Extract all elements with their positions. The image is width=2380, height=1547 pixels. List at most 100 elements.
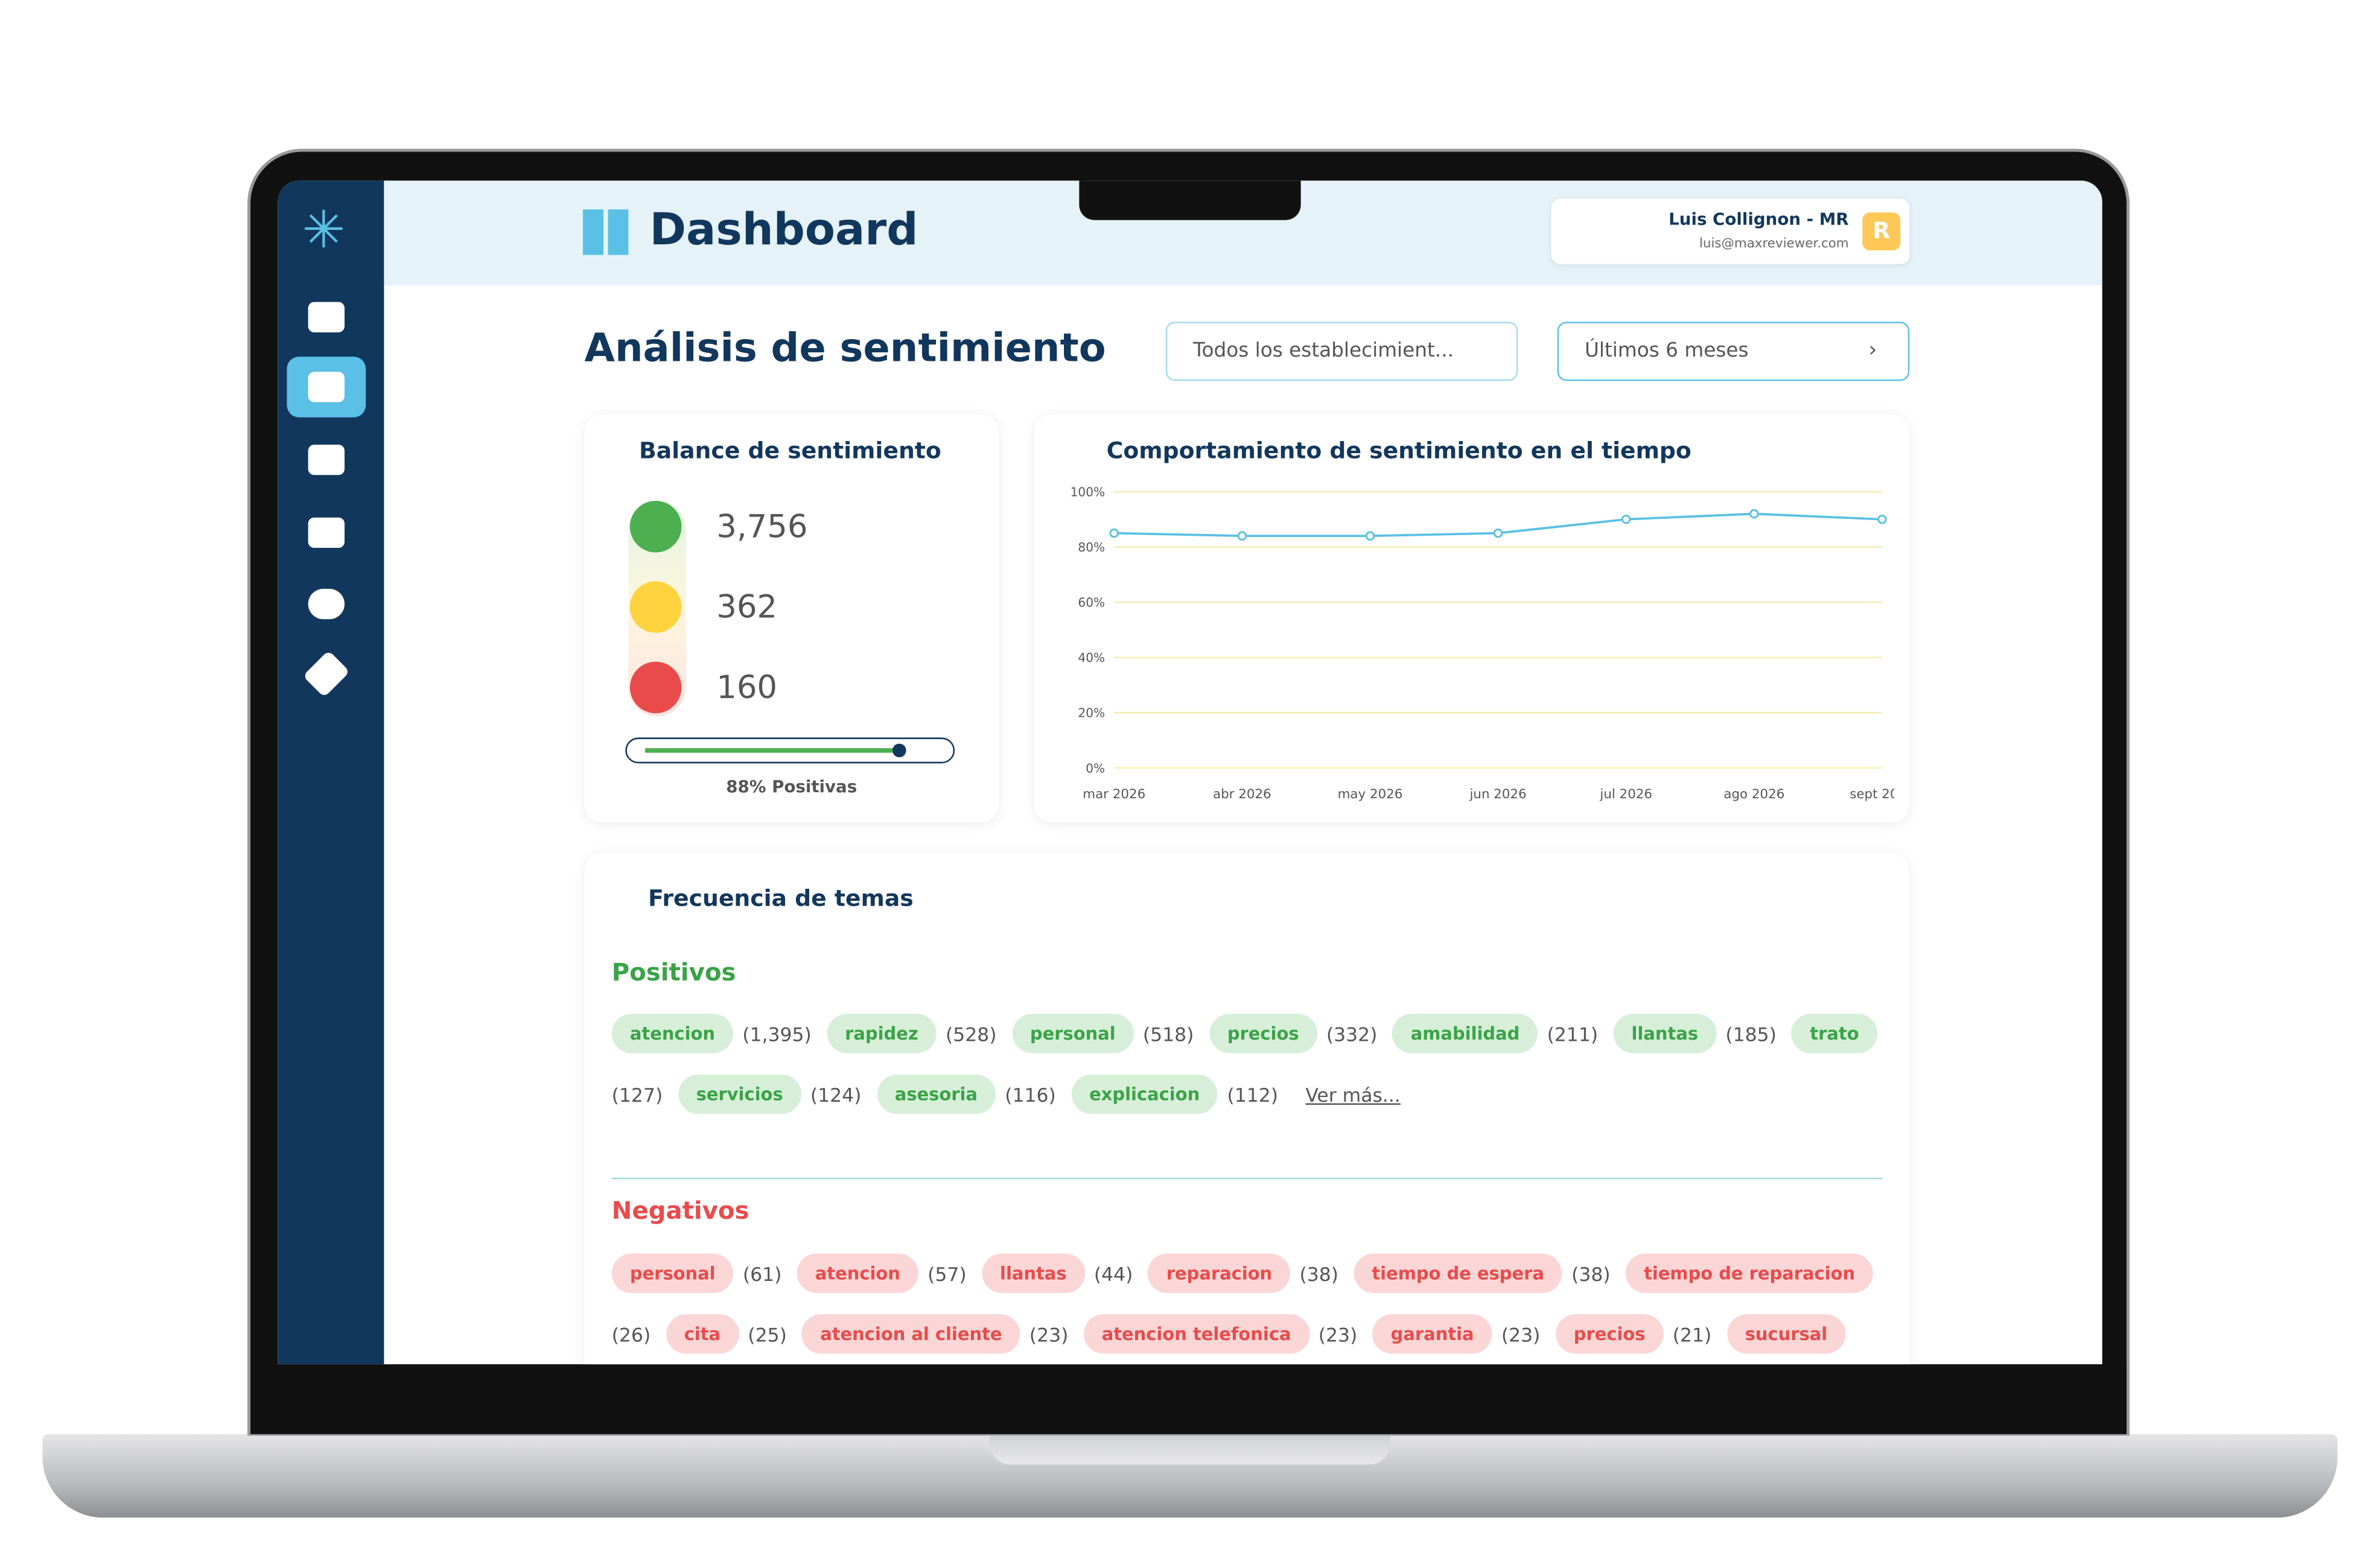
topic-tag[interactable]: precios — [1555, 1314, 1664, 1354]
topic-count: (528) — [945, 1022, 997, 1045]
share-fill — [645, 748, 899, 753]
chart-title: Comportamiento de sentimiento en el tiem… — [1106, 437, 1691, 465]
divider — [611, 1177, 1882, 1180]
topics-title: Frecuencia de temas — [648, 885, 914, 912]
page-title: Análisis de sentimiento — [584, 326, 1106, 372]
dashboard-icon — [582, 209, 629, 255]
topic-count: (38) — [1571, 1262, 1611, 1285]
y-tick-label: 0% — [1086, 761, 1105, 775]
topic-tag[interactable]: trato — [1792, 1014, 1877, 1053]
y-tick-label: 80% — [1078, 540, 1105, 554]
topic-tag[interactable]: atencion — [797, 1253, 919, 1294]
topic-count: (1,395) — [742, 1022, 812, 1045]
topic-tag[interactable]: asesoria — [876, 1074, 996, 1114]
user-name: Luis Collignon - MR — [1669, 209, 1849, 229]
chart-card — [1033, 414, 1910, 823]
topic-count: (44) — [1093, 1262, 1133, 1285]
topic-count: (23) — [1318, 1323, 1358, 1345]
topic-count: (112) — [1227, 1082, 1279, 1106]
chevron: › — [1868, 338, 1877, 363]
user-email: luis@maxreviewer.com — [1699, 237, 1849, 252]
line-chart: 0% 20% 40% 60% 80% 100% mar 2026 abr 2026 may 20… — [1071, 485, 1894, 802]
avatar: R — [1862, 212, 1901, 251]
dashboard-icon[interactable] — [308, 372, 345, 402]
topic-tag[interactable]: llantas — [981, 1253, 1085, 1294]
bezel-bottom — [250, 1364, 2127, 1434]
positive-tags: atencion (1,395) rapidez (528) personal (518)… — [611, 1014, 1894, 1114]
topic-count: (23) — [1029, 1323, 1069, 1345]
topic-count: (38) — [1299, 1262, 1339, 1285]
topic-count: (26) — [611, 1323, 651, 1345]
share-knob — [892, 743, 906, 758]
topic-tag[interactable]: personal — [1011, 1014, 1134, 1053]
point — [1365, 531, 1375, 541]
topic-tag[interactable]: cita — [666, 1314, 739, 1354]
topic-count: (127) — [611, 1082, 663, 1106]
x-tick-label: jun 2026 — [1469, 787, 1526, 802]
positive-title: Positivos — [611, 958, 736, 986]
topic-tag[interactable]: personal — [611, 1253, 734, 1294]
topic-tag[interactable]: llantas — [1613, 1014, 1717, 1053]
establishment-filter[interactable]: Todos los establecimient... — [1165, 322, 1518, 381]
topic-tag[interactable]: amabilidad — [1392, 1014, 1538, 1053]
header-title: Dashboard — [649, 203, 918, 255]
x-tick-label: sept 2026 — [1850, 787, 1894, 802]
point — [1109, 528, 1119, 538]
topic-tag[interactable]: explicacion — [1071, 1074, 1218, 1114]
topic-tag[interactable]: sucursal — [1726, 1314, 1846, 1354]
camera-notch — [1079, 180, 1301, 220]
point — [1493, 528, 1503, 538]
topic-count: (57) — [928, 1262, 967, 1285]
topic-tag[interactable]: rapidez — [826, 1014, 937, 1053]
point — [1749, 509, 1759, 519]
positive-face — [629, 501, 682, 553]
topic-count: (211) — [1547, 1022, 1599, 1045]
x-tick-label: mar 2026 — [1083, 787, 1145, 802]
negative-tags: personal (61) atencion (57) llantas (44) repar… — [611, 1253, 1894, 1398]
y-tick-label: 60% — [1078, 596, 1105, 610]
see-more-link[interactable]: Ver más... — [1305, 1082, 1401, 1106]
topic-tag[interactable]: tiempo de espera — [1354, 1253, 1563, 1294]
y-tick-label: 20% — [1078, 706, 1105, 720]
ranking-icon[interactable] — [308, 517, 345, 548]
neutral-face — [629, 581, 682, 633]
topic-tag[interactable]: garantia — [1372, 1314, 1492, 1354]
topic-count: (185) — [1725, 1022, 1777, 1045]
topic-tag[interactable]: atencion — [611, 1014, 734, 1053]
link-icon[interactable] — [308, 588, 345, 620]
topic-count: (61) — [742, 1262, 782, 1285]
topic-tag[interactable]: reparacion — [1148, 1253, 1291, 1294]
topic-tag[interactable]: atencion al cliente — [802, 1314, 1020, 1354]
topic-tag[interactable]: atencion telefonica — [1083, 1314, 1309, 1354]
topic-count: (518) — [1142, 1022, 1194, 1045]
topic-count: (25) — [748, 1323, 787, 1345]
negative-title: Negativos — [611, 1196, 749, 1225]
x-tick-label: jul 2026 — [1599, 787, 1652, 802]
point — [1877, 514, 1887, 524]
topic-tag[interactable]: precios — [1209, 1014, 1317, 1053]
y-tick-label: 40% — [1078, 650, 1105, 665]
topic-count: (124) — [810, 1082, 862, 1106]
x-tick-label: may 2026 — [1338, 787, 1403, 802]
logo[interactable]: ✳ — [302, 200, 346, 261]
topic-tag[interactable]: tiempo de reparacion — [1625, 1253, 1874, 1294]
topics-card — [584, 853, 1910, 1400]
period-filter[interactable]: Últimos 6 meses — [1557, 322, 1910, 381]
positive-count: 3,756 — [716, 508, 808, 545]
negative-count: 160 — [716, 669, 778, 706]
point — [1237, 531, 1247, 541]
balance-title: Balance de sentimiento — [638, 437, 941, 465]
user-box[interactable] — [1551, 199, 1910, 264]
x-tick-label: ago 2026 — [1723, 787, 1784, 802]
topic-tag[interactable]: servicios — [678, 1074, 801, 1114]
neutral-count: 362 — [716, 588, 778, 626]
x-tick-label: abr 2026 — [1213, 787, 1271, 802]
y-tick-label: 100% — [1071, 485, 1106, 500]
laptop-notch-base — [989, 1434, 1391, 1465]
point — [1621, 514, 1631, 524]
topic-count: (23) — [1501, 1323, 1541, 1345]
share-label: 88% Positivas — [726, 777, 858, 797]
reviews-icon[interactable] — [308, 444, 345, 475]
store-icon[interactable] — [308, 302, 345, 332]
